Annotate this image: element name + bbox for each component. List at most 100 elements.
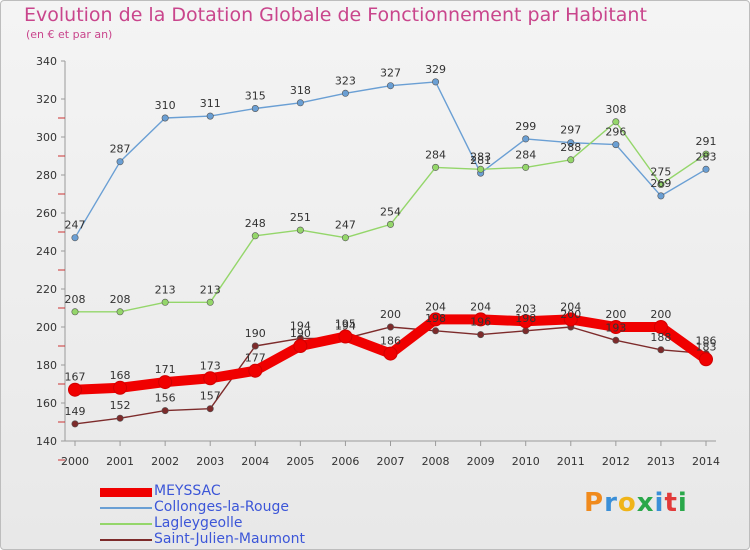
- data-point: [612, 141, 620, 149]
- data-label: 204: [425, 300, 446, 313]
- data-point: [699, 352, 713, 367]
- data-label: 193: [605, 321, 626, 334]
- y-tick-label: 260: [36, 207, 57, 220]
- x-tick-label: 2011: [557, 455, 585, 468]
- data-point: [702, 150, 710, 158]
- data-label: 281: [470, 154, 491, 167]
- data-point: [702, 165, 710, 173]
- data-point: [432, 163, 440, 171]
- data-point: [68, 382, 82, 397]
- data-label: 318: [290, 84, 311, 97]
- data-point: [71, 308, 79, 316]
- y-tick-label: 180: [36, 359, 57, 372]
- y-tick-label: 320: [36, 93, 57, 106]
- x-tick-label: 2002: [151, 455, 179, 468]
- data-point: [522, 135, 530, 143]
- data-point: [161, 298, 169, 306]
- data-point: [203, 371, 218, 386]
- data-label: 195: [335, 318, 356, 331]
- y-tick-label: 200: [36, 321, 57, 334]
- proxiti-logo: Proxiti: [584, 488, 688, 518]
- data-point: [473, 312, 488, 327]
- data-point: [71, 234, 79, 242]
- data-label: 208: [110, 293, 131, 306]
- data-point: [477, 331, 485, 339]
- legend-swatch: [100, 539, 152, 541]
- data-point: [612, 118, 620, 126]
- data-point: [522, 163, 530, 171]
- data-label: 213: [200, 283, 221, 296]
- x-tick-label: 2006: [331, 455, 359, 468]
- data-point: [71, 420, 79, 428]
- x-tick-label: 2013: [647, 455, 675, 468]
- y-tick-label: 340: [36, 55, 57, 68]
- data-point: [206, 405, 214, 413]
- data-label: 297: [560, 124, 581, 137]
- legend-swatch: [100, 523, 152, 525]
- data-point: [383, 346, 398, 361]
- data-point: [657, 192, 665, 200]
- data-label: 315: [245, 90, 266, 103]
- x-tick-label: 2000: [61, 455, 89, 468]
- chart-subtitle: (en € et par an): [26, 28, 113, 41]
- data-label: 196: [470, 316, 491, 329]
- data-point: [113, 380, 128, 395]
- data-label: 323: [335, 74, 356, 87]
- data-label: 203: [515, 302, 536, 315]
- legend-label: Lagleygeolle: [154, 515, 243, 531]
- data-label: 213: [155, 283, 176, 296]
- legend-swatch: [100, 487, 152, 497]
- data-point: [161, 407, 169, 415]
- data-label: 156: [155, 392, 176, 405]
- data-label: 296: [605, 126, 626, 139]
- line-chart: 140 160 180 200 220 240 260 280 300 320 340 2000 200…: [36, 55, 720, 468]
- data-label: 167: [65, 371, 86, 384]
- x-tick-label: 2004: [241, 455, 269, 468]
- y-tick-label: 160: [36, 397, 57, 410]
- data-point: [522, 327, 530, 335]
- data-point: [608, 320, 623, 334]
- data-label: 247: [335, 219, 356, 232]
- data-label: 283: [696, 150, 717, 163]
- legend-label: Collonges-la-Rouge: [154, 499, 289, 515]
- x-tick-label: 2012: [602, 455, 630, 468]
- data-label: 157: [200, 390, 221, 403]
- data-label: 284: [515, 148, 536, 161]
- data-point: [161, 114, 169, 122]
- x-tick-label: 2001: [106, 455, 134, 468]
- x-tick-label: 2005: [286, 455, 314, 468]
- data-label: 248: [245, 217, 266, 230]
- data-point: [432, 327, 440, 335]
- data-point: [206, 112, 214, 120]
- data-label: 288: [560, 141, 581, 154]
- data-label: 152: [110, 399, 131, 412]
- x-tick-label: 2014: [692, 455, 720, 468]
- data-label: 200: [560, 308, 581, 321]
- data-point: [251, 232, 259, 240]
- data-label: 284: [425, 148, 446, 161]
- x-tick-label: 2008: [422, 455, 450, 468]
- data-point: [341, 234, 349, 242]
- data-point: [657, 181, 665, 189]
- data-label: 287: [110, 143, 131, 156]
- data-point: [657, 346, 665, 354]
- x-tick-label: 2007: [377, 455, 405, 468]
- data-label: 200: [380, 308, 401, 321]
- data-label: 275: [650, 166, 671, 179]
- data-label: 186: [696, 335, 717, 348]
- data-label: 171: [155, 363, 176, 376]
- data-point: [653, 320, 668, 334]
- data-label: 254: [380, 205, 401, 218]
- legend-label: MEYSSAC: [154, 483, 221, 499]
- data-label: 247: [65, 219, 86, 232]
- data-label: 283: [470, 150, 491, 163]
- y-tick-label: 140: [36, 435, 57, 448]
- data-label: 251: [290, 211, 311, 224]
- data-label: 291: [696, 135, 717, 148]
- data-point: [158, 375, 173, 390]
- legend-label: Saint-Julien-Maumont: [154, 531, 305, 547]
- data-point: [518, 314, 533, 329]
- data-label: 168: [110, 369, 131, 382]
- y-tick-label: 220: [36, 283, 57, 296]
